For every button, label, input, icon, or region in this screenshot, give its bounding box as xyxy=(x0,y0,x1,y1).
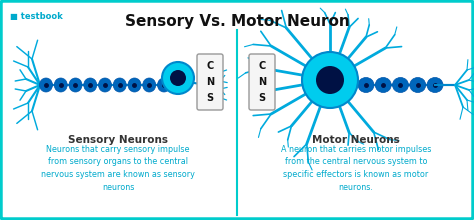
Ellipse shape xyxy=(427,77,443,92)
Text: Sensory Neurons: Sensory Neurons xyxy=(68,135,168,145)
Text: C: C xyxy=(258,61,265,71)
Ellipse shape xyxy=(84,78,97,92)
Circle shape xyxy=(170,70,186,86)
Ellipse shape xyxy=(375,77,391,92)
FancyBboxPatch shape xyxy=(249,54,275,110)
Ellipse shape xyxy=(54,78,67,92)
Circle shape xyxy=(162,62,194,94)
Text: C: C xyxy=(206,61,214,71)
Ellipse shape xyxy=(99,78,111,92)
Ellipse shape xyxy=(143,78,156,92)
Circle shape xyxy=(302,52,358,108)
Ellipse shape xyxy=(157,78,171,92)
Circle shape xyxy=(316,66,344,94)
Ellipse shape xyxy=(113,78,126,92)
Text: Motor Neurons: Motor Neurons xyxy=(312,135,400,145)
Text: Neurons that carry sensory impulse
from sensory organs to the central
nervous sy: Neurons that carry sensory impulse from … xyxy=(41,145,195,191)
Text: N: N xyxy=(258,77,266,87)
Text: N: N xyxy=(206,77,214,87)
Text: Sensory Vs. Motor Neuron: Sensory Vs. Motor Neuron xyxy=(125,14,349,29)
Ellipse shape xyxy=(69,78,82,92)
Text: S: S xyxy=(207,93,214,103)
Ellipse shape xyxy=(39,78,53,92)
Ellipse shape xyxy=(410,77,426,92)
Text: A neuron that carries motor impulses
from the central nervous system to
specific: A neuron that carries motor impulses fro… xyxy=(281,145,431,191)
Ellipse shape xyxy=(128,78,141,92)
Ellipse shape xyxy=(392,77,409,92)
FancyBboxPatch shape xyxy=(197,54,223,110)
Text: S: S xyxy=(258,93,265,103)
Ellipse shape xyxy=(358,77,374,92)
Text: ■ testbook: ■ testbook xyxy=(10,12,63,21)
